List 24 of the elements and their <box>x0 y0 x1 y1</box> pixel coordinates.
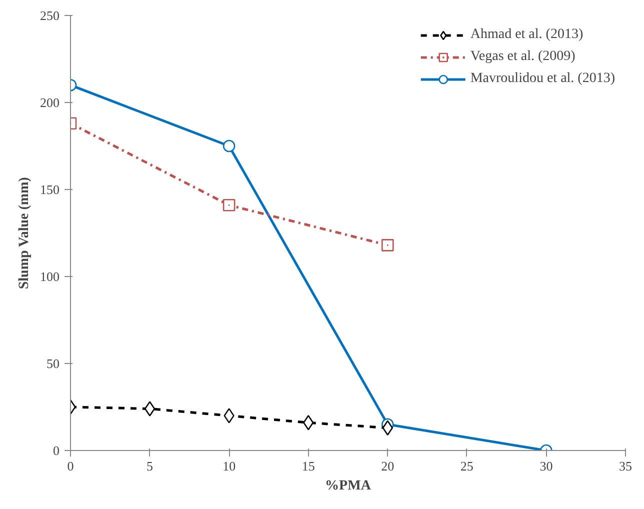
y-axis-title: Slump Value (mm) <box>17 176 32 290</box>
x-tick-label: 30 <box>540 458 553 474</box>
x-tick-label: 25 <box>460 458 474 474</box>
legend-label: Ahmad et al. (2013) <box>470 27 584 43</box>
x-tick-label: 20 <box>381 458 394 474</box>
x-tick-label: 5 <box>146 458 154 474</box>
x-axis-title: %PMA <box>325 478 372 494</box>
point <box>381 239 394 252</box>
point <box>222 199 236 212</box>
point <box>303 415 314 430</box>
legend-label: Vegas et al. (2009) <box>470 49 576 65</box>
legend-label: Mavroulidou et al. (2013) <box>470 71 615 87</box>
y-tick-label: 50 <box>46 356 60 371</box>
point <box>224 408 234 424</box>
y-tick-label: 200 <box>40 95 60 110</box>
x-tick-label: 35 <box>619 458 632 474</box>
x-tick-label: 15 <box>302 458 315 474</box>
x-tick-label: 10 <box>222 458 236 474</box>
y-tick-label: 100 <box>40 269 60 284</box>
y-tick-label: 150 <box>40 182 60 197</box>
point <box>222 140 236 152</box>
x-tick-label: 0 <box>67 458 74 474</box>
y-tick-label: 0 <box>53 443 60 458</box>
y-tick-label: 250 <box>40 8 60 23</box>
